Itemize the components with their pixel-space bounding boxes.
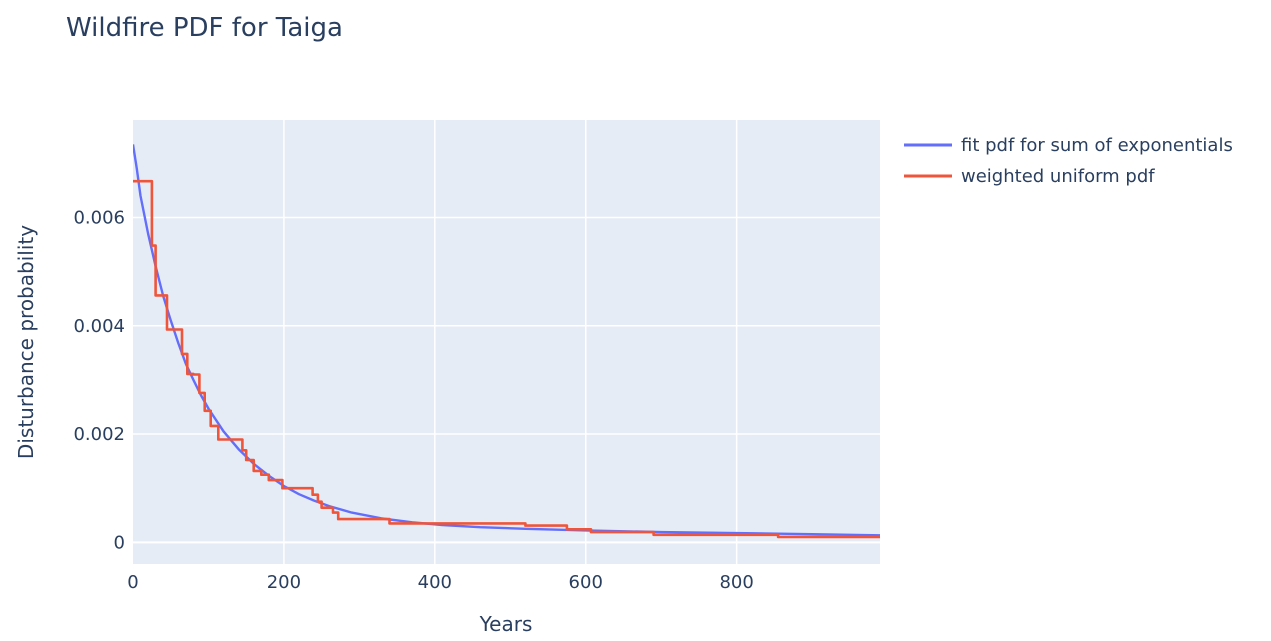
x-tick-label: 600 (569, 572, 603, 593)
y-axis-title: Disturbance probability (14, 225, 38, 459)
x-tick-label: 800 (719, 572, 753, 593)
legend-label: fit pdf for sum of exponentials (961, 135, 1233, 156)
legend-item-fit-pdf-for-sum-of-exponentials[interactable]: fit pdf for sum of exponentials (904, 135, 1233, 156)
x-tick-label: 200 (267, 572, 301, 593)
x-axis-title: Years (479, 612, 533, 636)
series-group (133, 144, 880, 539)
legend[interactable]: fit pdf for sum of exponentials weighted … (904, 135, 1233, 187)
series-line-weighted-uniform-pdf (133, 179, 880, 539)
legend-item-weighted-uniform-pdf[interactable]: weighted uniform pdf (904, 166, 1155, 187)
y-tick-label: 0.004 (73, 316, 125, 337)
x-tick-label: 400 (418, 572, 452, 593)
legend-label: weighted uniform pdf (961, 166, 1155, 187)
grid (133, 120, 880, 564)
y-tick-label: 0 (114, 532, 125, 553)
y-tick-label: 0.002 (73, 424, 125, 445)
plot-area (133, 120, 880, 564)
tick-labels: 0 200 400 600 800 0 0.002 0.004 0.006 (73, 207, 753, 593)
x-tick-label: 0 (127, 572, 138, 593)
y-tick-label: 0.006 (73, 207, 125, 228)
chart-title: Wildfire PDF for Taiga (66, 13, 343, 43)
